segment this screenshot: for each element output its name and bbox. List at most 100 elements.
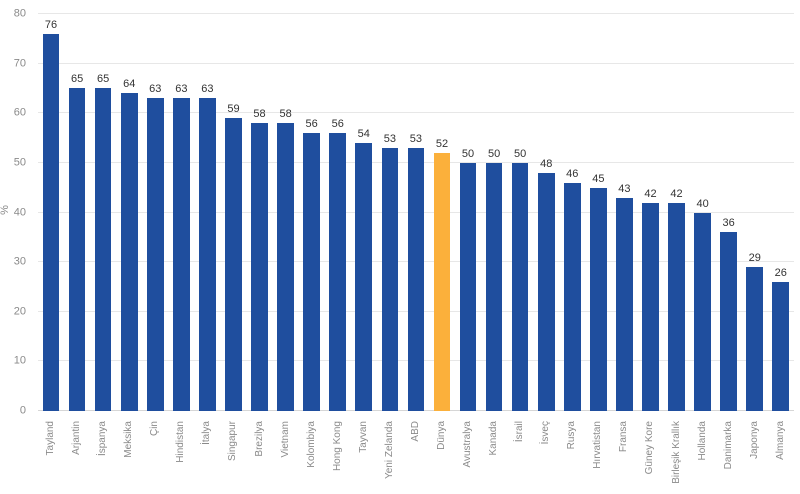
bar-column: 65	[64, 14, 90, 411]
bar[interactable]: 46	[563, 168, 581, 411]
x-tick: Yeni Zelanda	[377, 415, 403, 479]
bar[interactable]: 58	[251, 109, 268, 411]
bar-column: 59	[220, 14, 246, 411]
x-tick: Tayvan	[351, 415, 377, 453]
x-tick: İspanya	[90, 415, 116, 456]
bar[interactable]: 56	[303, 119, 320, 411]
x-tick: Hollanda	[690, 415, 716, 460]
x-tick: Hırvatistan	[585, 415, 611, 469]
bar[interactable]: 42	[642, 188, 659, 411]
bar[interactable]: 50	[485, 148, 503, 411]
bar[interactable]: 59	[225, 104, 242, 411]
bar-value-label: 63	[201, 83, 214, 96]
bar-column: 26	[768, 14, 794, 411]
x-tick: Meksika	[116, 415, 142, 458]
y-tick-label: 0	[19, 404, 26, 417]
bar[interactable]: 58	[277, 109, 294, 411]
bar-column: 50	[455, 14, 481, 411]
bar-value-label: 45	[592, 172, 605, 185]
x-tick: Çin	[142, 415, 168, 436]
bar-column: 63	[194, 14, 220, 411]
x-tick-label: İsveç	[540, 421, 552, 445]
bar-value-label: 36	[722, 217, 735, 230]
x-tick: Hong Kong	[325, 415, 351, 471]
bar[interactable]: 40	[694, 198, 711, 411]
bar[interactable]: 76	[42, 19, 60, 411]
bar-value-label: 46	[566, 167, 579, 180]
bar-value-label: 42	[644, 187, 657, 200]
x-tick-label: Hindistan	[175, 421, 187, 463]
bar[interactable]: 53	[407, 134, 425, 411]
bar-value-label: 63	[149, 83, 162, 96]
bar[interactable]: 53	[381, 134, 399, 411]
bar-column: 42	[664, 14, 690, 411]
bar[interactable]: 48	[537, 158, 555, 411]
x-tick-label: İtalya	[201, 421, 213, 445]
y-tick-label: 70	[13, 57, 26, 70]
y-axis: 0 10 20 30 40 50 60 70 80	[0, 8, 32, 416]
bar-value-label: 29	[748, 252, 761, 265]
x-tick: Tayland	[38, 415, 64, 455]
x-tick: Kolombiya	[299, 415, 325, 468]
x-tick-label: Danimarka	[722, 421, 734, 470]
x-tick: Rusya	[559, 415, 585, 449]
bar-column: 46	[559, 14, 585, 411]
bar[interactable]: 63	[146, 84, 164, 411]
x-tick: Almanya	[768, 415, 794, 460]
bar-value-label: 64	[123, 78, 136, 91]
x-tick-label: Tayland	[45, 421, 57, 456]
bar-column: 42	[637, 14, 663, 411]
x-tick-label: Arjantin	[71, 421, 83, 455]
x-tick: Hindistan	[168, 415, 194, 463]
x-tick-label: Kolombiya	[305, 421, 317, 468]
x-tick: Vietnam	[273, 415, 299, 458]
bar-column: 54	[351, 14, 377, 411]
y-tick-label: 10	[13, 354, 26, 367]
x-tick-label: Hırvatistan	[592, 421, 604, 469]
gridline	[38, 62, 794, 64]
bar[interactable]: 63	[173, 84, 190, 411]
x-tick: Fransa	[611, 415, 637, 452]
bar[interactable]: 50	[511, 148, 529, 411]
x-tick: Brezilya	[247, 415, 273, 457]
bar[interactable]: 64	[120, 79, 138, 411]
bar-value-label: 26	[774, 266, 787, 279]
bar[interactable]: 42	[668, 188, 685, 411]
bar-column: 53	[377, 14, 403, 411]
bar-value-label: 65	[70, 73, 84, 86]
x-tick: İsveç	[533, 415, 559, 444]
bars: 76 65 65 64 63 63 63 59 58 58 56 56 54 53 53 52 50 50 50 48…	[38, 14, 794, 411]
bar-value-label: 52	[435, 137, 449, 150]
bar-value-label: 40	[696, 197, 709, 210]
bar[interactable]: 56	[329, 119, 347, 411]
bar[interactable]: 65	[94, 74, 112, 411]
x-tick: Japonya	[742, 415, 768, 459]
bar[interactable]: 65	[68, 74, 86, 411]
x-tick-label: Fransa	[618, 421, 630, 453]
x-tick: Güney Kore	[637, 415, 663, 474]
bar[interactable]: 63	[199, 84, 216, 411]
bar[interactable]: 50	[459, 148, 477, 411]
bar-value-label: 56	[331, 118, 344, 131]
bar-column: 64	[116, 14, 142, 411]
x-tick-label: Kanada	[488, 421, 500, 456]
bar[interactable]: 45	[590, 173, 607, 411]
bar[interactable]: 36	[720, 218, 737, 411]
bar-column: 58	[273, 14, 299, 411]
bar-value-label: 54	[357, 128, 370, 141]
x-axis: Tayland Arjantin İspanya Meksika Çin Hindista…	[38, 415, 794, 494]
bar-column: 63	[168, 14, 194, 411]
bar-column: 65	[90, 14, 116, 411]
x-tick-label: Hollanda	[696, 421, 708, 461]
plot-area: 76 65 65 64 63 63 63 59 58 58 56 56 54 53 53 52 50 50 50 48…	[38, 13, 794, 411]
bar-value-label: 43	[618, 182, 631, 195]
bar[interactable]: 29	[746, 253, 764, 411]
bar[interactable]: 26	[772, 267, 790, 411]
bar-value-label: 48	[540, 157, 553, 170]
bar-value-label: 76	[44, 18, 58, 31]
gridline	[38, 112, 794, 114]
bar[interactable]: 43	[616, 183, 633, 411]
bar[interactable]: 54	[355, 129, 373, 411]
bar[interactable]: 52	[433, 138, 451, 411]
